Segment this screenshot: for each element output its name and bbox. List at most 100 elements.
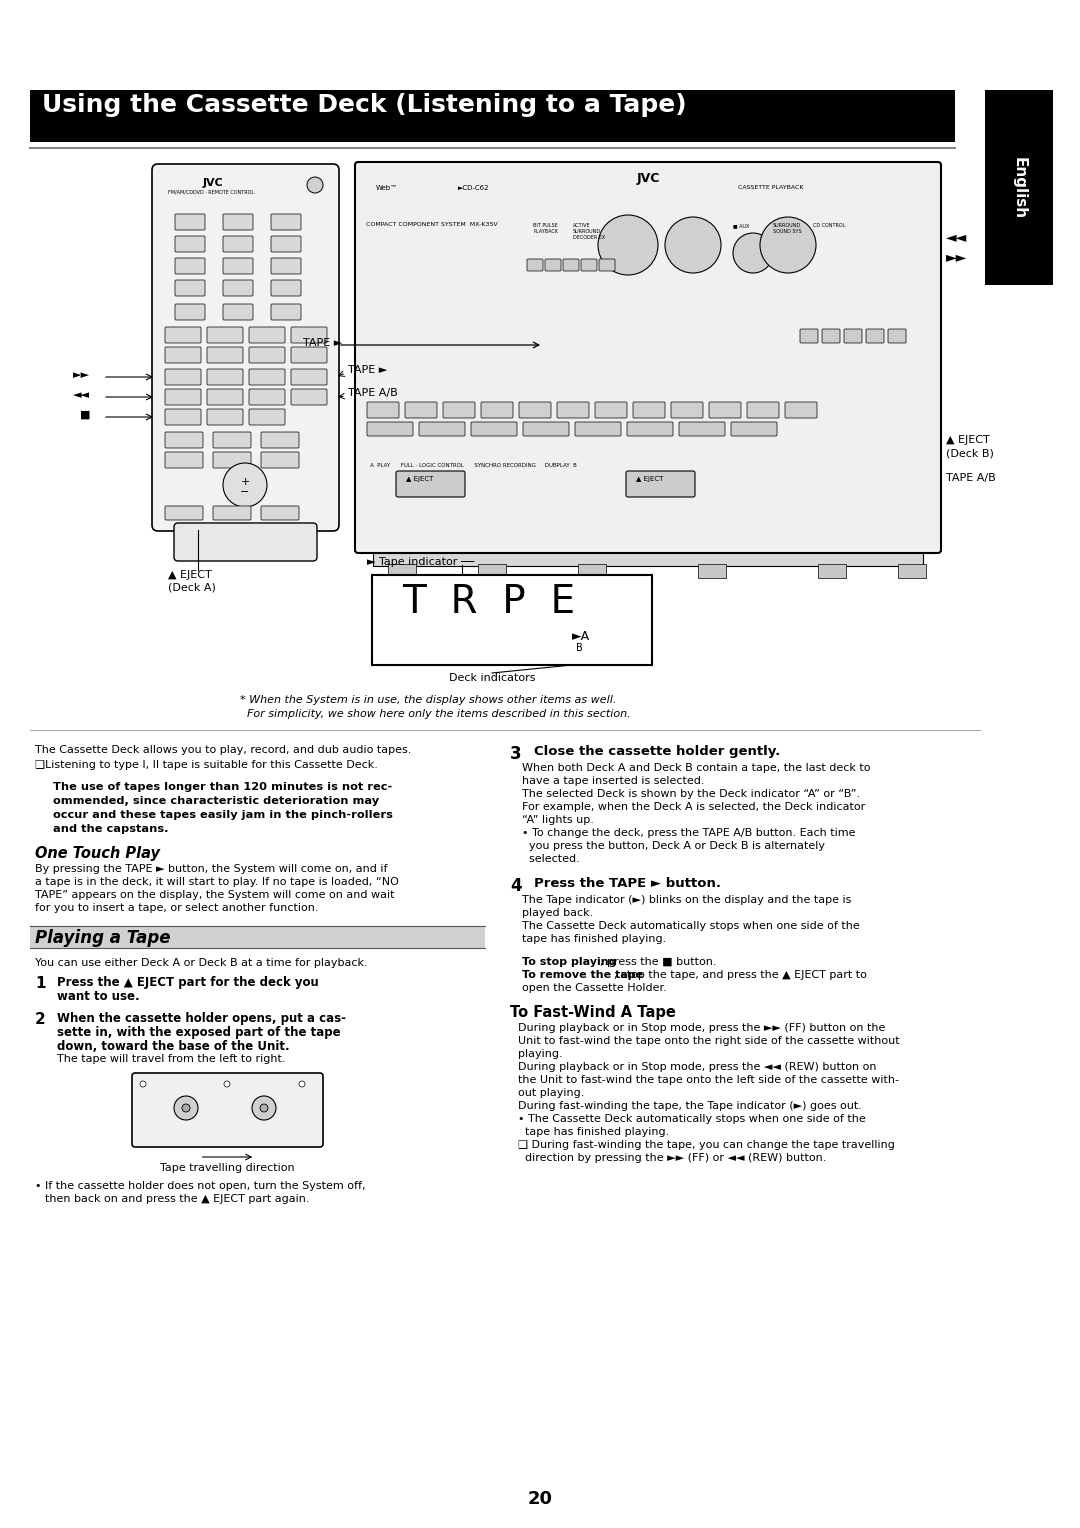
FancyBboxPatch shape <box>545 260 561 270</box>
Text: ◄◄: ◄◄ <box>73 390 90 400</box>
FancyBboxPatch shape <box>165 410 201 425</box>
Text: TAPE A/B: TAPE A/B <box>348 388 397 397</box>
Bar <box>361 455 935 504</box>
Text: The Cassette Deck allows you to play, record, and dub audio tapes.: The Cassette Deck allows you to play, re… <box>35 746 411 755</box>
FancyBboxPatch shape <box>800 329 818 342</box>
Text: Press the TAPE ► button.: Press the TAPE ► button. <box>534 877 721 889</box>
Text: TAPE ►: TAPE ► <box>348 365 388 374</box>
Text: ❑ During fast-winding the tape, you can change the tape travelling: ❑ During fast-winding the tape, you can … <box>518 1140 895 1151</box>
FancyBboxPatch shape <box>396 471 465 497</box>
FancyBboxPatch shape <box>519 402 551 419</box>
Text: Using the Cassette Deck (Listening to a Tape): Using the Cassette Deck (Listening to a … <box>42 93 687 118</box>
Text: SURROUND
SOUND SYS: SURROUND SOUND SYS <box>773 223 801 234</box>
Circle shape <box>222 463 267 507</box>
Text: The selected Deck is shown by the Deck indicator “A” or “B”.: The selected Deck is shown by the Deck i… <box>522 788 860 799</box>
FancyBboxPatch shape <box>291 368 327 385</box>
Text: direction by pressing the ►► (FF) or ◄◄ (REW) button.: direction by pressing the ►► (FF) or ◄◄ … <box>518 1154 826 1163</box>
FancyBboxPatch shape <box>679 422 725 435</box>
FancyBboxPatch shape <box>747 402 779 419</box>
FancyBboxPatch shape <box>213 432 251 448</box>
Text: CASSETTE PLAYBACK: CASSETTE PLAYBACK <box>738 185 804 189</box>
Bar <box>372 575 652 665</box>
FancyBboxPatch shape <box>843 329 862 342</box>
Bar <box>361 310 935 390</box>
FancyBboxPatch shape <box>249 368 285 385</box>
Circle shape <box>252 1096 276 1120</box>
FancyBboxPatch shape <box>271 214 301 231</box>
Text: −: − <box>241 487 249 497</box>
Text: When the cassette holder opens, put a cas-: When the cassette holder opens, put a ca… <box>57 1012 346 1025</box>
Text: The Cassette Deck automatically stops when one side of the: The Cassette Deck automatically stops wh… <box>522 921 860 931</box>
Text: By pressing the TAPE ► button, the System will come on, and if: By pressing the TAPE ► button, the Syste… <box>35 863 388 874</box>
Text: selected.: selected. <box>522 854 580 863</box>
Text: ►CD-C62: ►CD-C62 <box>458 185 489 191</box>
Bar <box>361 396 935 451</box>
Text: ▲ EJECT: ▲ EJECT <box>406 477 433 481</box>
FancyBboxPatch shape <box>207 390 243 405</box>
Text: The use of tapes longer than 120 minutes is not rec-: The use of tapes longer than 120 minutes… <box>53 782 392 792</box>
Text: When both Deck A and Deck B contain a tape, the last deck to: When both Deck A and Deck B contain a ta… <box>522 762 870 773</box>
Bar <box>235 1089 293 1126</box>
Text: During fast-winding the tape, the Tape indicator (►) goes out.: During fast-winding the tape, the Tape i… <box>518 1102 862 1111</box>
Bar <box>388 564 416 578</box>
Bar <box>366 232 516 298</box>
Text: 1: 1 <box>35 976 45 992</box>
Text: TAPE ►: TAPE ► <box>303 338 342 348</box>
FancyBboxPatch shape <box>575 422 621 435</box>
Text: sette in, with the exposed part of the tape: sette in, with the exposed part of the t… <box>57 1025 340 1039</box>
FancyBboxPatch shape <box>471 422 517 435</box>
Bar <box>361 219 935 306</box>
FancyBboxPatch shape <box>291 347 327 364</box>
FancyBboxPatch shape <box>165 368 201 385</box>
FancyBboxPatch shape <box>165 432 203 448</box>
Circle shape <box>174 1096 198 1120</box>
Text: (Deck B): (Deck B) <box>946 449 994 458</box>
Text: tape has finished playing.: tape has finished playing. <box>522 934 666 944</box>
Text: +: + <box>241 477 249 487</box>
Text: CD CONTROL: CD CONTROL <box>813 223 846 228</box>
Text: (Deck A): (Deck A) <box>168 584 216 593</box>
Text: ommended, since characteristic deterioration may: ommended, since characteristic deteriora… <box>53 796 379 805</box>
Text: To Fast-Wind A Tape: To Fast-Wind A Tape <box>510 1005 676 1021</box>
FancyBboxPatch shape <box>888 329 906 342</box>
FancyBboxPatch shape <box>271 235 301 252</box>
Text: COMPACT COMPONENT SYSTEM  MX-K35V: COMPACT COMPONENT SYSTEM MX-K35V <box>366 222 498 228</box>
FancyBboxPatch shape <box>367 422 413 435</box>
FancyBboxPatch shape <box>152 163 339 532</box>
FancyBboxPatch shape <box>213 452 251 468</box>
FancyBboxPatch shape <box>175 258 205 274</box>
FancyBboxPatch shape <box>291 327 327 342</box>
Circle shape <box>260 1105 268 1112</box>
Text: Unit to fast-wind the tape onto the right side of the cassette without: Unit to fast-wind the tape onto the righ… <box>518 1036 900 1047</box>
Circle shape <box>307 177 323 193</box>
Circle shape <box>733 232 773 274</box>
FancyBboxPatch shape <box>291 390 327 405</box>
FancyBboxPatch shape <box>165 327 201 342</box>
Text: • To change the deck, press the TAPE A/B button. Each time: • To change the deck, press the TAPE A/B… <box>522 828 855 837</box>
Bar <box>373 552 923 565</box>
FancyBboxPatch shape <box>557 402 589 419</box>
Text: ▲ EJECT: ▲ EJECT <box>946 435 989 445</box>
FancyBboxPatch shape <box>249 390 285 405</box>
Text: 3: 3 <box>510 746 522 762</box>
FancyBboxPatch shape <box>595 402 627 419</box>
Text: Web™: Web™ <box>376 185 399 191</box>
FancyBboxPatch shape <box>785 402 816 419</box>
FancyBboxPatch shape <box>207 410 243 425</box>
FancyBboxPatch shape <box>671 402 703 419</box>
FancyBboxPatch shape <box>213 506 251 520</box>
Text: BIT PULSE
PLAYBACK: BIT PULSE PLAYBACK <box>534 223 558 234</box>
Text: have a tape inserted is selected.: have a tape inserted is selected. <box>522 776 704 785</box>
Text: The Tape indicator (►) blinks on the display and the tape is: The Tape indicator (►) blinks on the dis… <box>522 895 851 905</box>
Text: ▲ EJECT: ▲ EJECT <box>636 477 663 481</box>
Text: To remove the tape: To remove the tape <box>522 970 643 979</box>
Text: ►►: ►► <box>946 251 968 264</box>
Bar <box>593 318 793 373</box>
Circle shape <box>224 1080 230 1086</box>
FancyBboxPatch shape <box>222 258 253 274</box>
FancyBboxPatch shape <box>207 368 243 385</box>
FancyBboxPatch shape <box>866 329 885 342</box>
FancyBboxPatch shape <box>355 162 941 553</box>
FancyBboxPatch shape <box>222 235 253 252</box>
Text: then back on and press the ▲ EJECT part again.: then back on and press the ▲ EJECT part … <box>45 1193 310 1204</box>
